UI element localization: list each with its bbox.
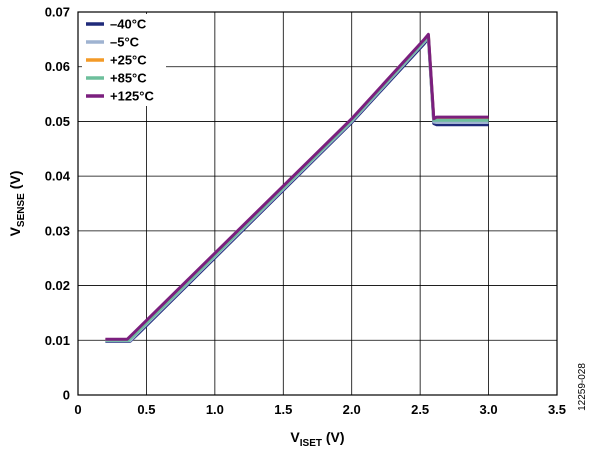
x-tick-label: 3.0 (480, 402, 498, 417)
legend-label: +85°C (110, 71, 147, 86)
legend: –40°C –5°C +25°C +85°C +125°C (82, 14, 166, 106)
figure-id: 12259-028 (577, 363, 588, 411)
series-line (105, 32, 489, 341)
y-axis-title: VSENSE (V) (7, 171, 27, 237)
plot-frame (77, 11, 558, 396)
legend-label: +125°C (110, 89, 154, 104)
x-tick-label: 2.5 (411, 402, 429, 417)
x-tick-label: 0.5 (137, 402, 155, 417)
x-tick-label: 0 (74, 402, 81, 417)
y-tick-label: 0.05 (45, 114, 70, 129)
x-tick-label: 1.0 (206, 402, 224, 417)
y-axis-title-suffix: (V) (7, 171, 23, 194)
series-lines (105, 32, 489, 343)
x-axis-title-suffix: (V) (322, 429, 345, 445)
legend-label: –5°C (110, 35, 140, 50)
x-axis-title-subscript: ISET (300, 438, 322, 449)
x-axis-title-prefix: V (290, 429, 300, 445)
y-axis-title-group: VSENSE (V) (7, 171, 27, 237)
y-axis-title-prefix: V (7, 226, 23, 236)
legend-label: +25°C (110, 53, 147, 68)
x-tick-labels: 0 0.5 1.0 1.5 2.0 2.5 3.0 3.5 (74, 402, 566, 417)
x-tick-label: 3.5 (548, 402, 566, 417)
x-tick-label: 1.5 (274, 402, 292, 417)
y-tick-label: 0 (63, 388, 70, 403)
y-tick-label: 0.07 (45, 5, 70, 20)
x-tick-label: 2.0 (343, 402, 361, 417)
y-axis-title-subscript: SENSE (16, 193, 27, 227)
figure-id-group: 12259-028 (577, 363, 588, 411)
y-tick-label: 0.01 (45, 333, 70, 348)
legend-label: –40°C (110, 17, 147, 32)
y-tick-label: 0.02 (45, 278, 70, 293)
y-tick-label: 0.03 (45, 223, 70, 238)
y-tick-labels: 0 0.01 0.02 0.03 0.04 0.05 0.06 0.07 (45, 5, 71, 403)
x-axis-title: VISET (V) (290, 429, 344, 449)
y-tick-label: 0.04 (45, 169, 71, 184)
y-tick-label: 0.06 (45, 59, 70, 74)
